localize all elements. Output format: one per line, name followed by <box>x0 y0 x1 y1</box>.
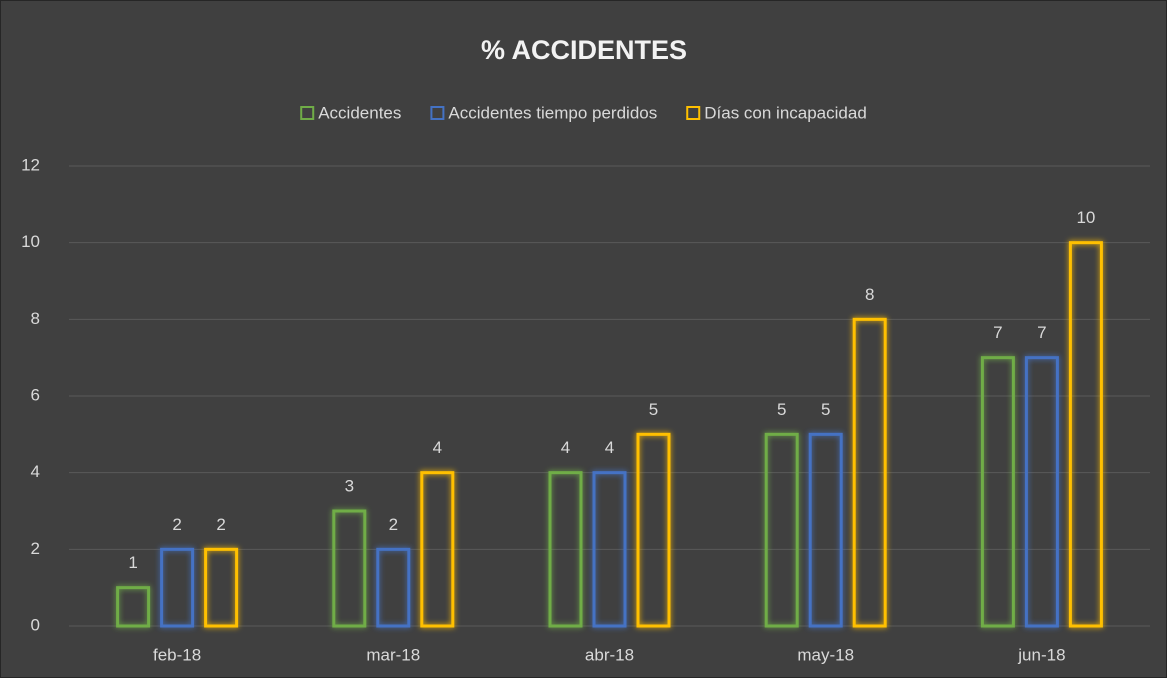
legend-swatch <box>430 106 445 120</box>
chart-title: % ACCIDENTES <box>481 35 687 65</box>
y-tick-label: 8 <box>31 309 40 328</box>
bar <box>808 432 843 628</box>
y-tick-label: 2 <box>31 539 40 558</box>
legend-item: Accidentes <box>300 103 401 122</box>
bar <box>636 432 671 628</box>
x-tick-label: abr-18 <box>585 645 634 664</box>
bar <box>116 586 151 628</box>
bar <box>376 547 411 628</box>
bar <box>420 471 455 628</box>
bar <box>204 547 239 628</box>
bar <box>764 432 799 628</box>
data-label: 5 <box>777 400 786 419</box>
data-label: 7 <box>993 323 1002 342</box>
bar <box>548 471 583 628</box>
bar <box>332 509 367 628</box>
bar <box>592 471 627 628</box>
bar <box>980 356 1015 628</box>
legend-swatch <box>686 106 701 120</box>
data-label: 2 <box>389 515 398 534</box>
data-label: 1 <box>128 553 137 572</box>
data-label: 4 <box>605 438 614 457</box>
x-tick-label: jun-18 <box>1017 645 1065 664</box>
y-tick-label: 12 <box>21 155 40 174</box>
data-label: 5 <box>649 400 658 419</box>
data-label: 4 <box>561 438 570 457</box>
legend-label: Accidentes tiempo perdidos <box>448 103 657 122</box>
data-label: 5 <box>821 400 830 419</box>
data-label: 2 <box>172 515 181 534</box>
y-tick-label: 4 <box>31 462 40 481</box>
x-tick-label: mar-18 <box>366 645 420 664</box>
x-tick-label: may-18 <box>797 645 854 664</box>
legend-label: Accidentes <box>318 103 401 122</box>
y-tick-label: 6 <box>31 385 40 404</box>
legend-item: Accidentes tiempo perdidos <box>430 103 657 122</box>
bar <box>160 547 195 628</box>
x-tick-label: feb-18 <box>153 645 201 664</box>
legend-swatch <box>300 106 315 120</box>
data-label: 8 <box>865 285 874 304</box>
legend-item: Días con incapacidad <box>686 103 867 122</box>
data-label: 10 <box>1076 208 1095 227</box>
y-tick-label: 0 <box>31 615 40 634</box>
data-label: 7 <box>1037 323 1046 342</box>
legend: Accidentes Accidentes tiempo perdidos Días… <box>300 103 867 122</box>
data-label: 2 <box>216 515 225 534</box>
data-label: 3 <box>345 476 354 495</box>
y-tick-label: 10 <box>21 232 40 251</box>
bar <box>852 317 887 628</box>
bar <box>1068 241 1103 628</box>
data-label: 4 <box>433 438 442 457</box>
legend-label: Días con incapacidad <box>704 103 867 122</box>
bar <box>1024 356 1059 628</box>
